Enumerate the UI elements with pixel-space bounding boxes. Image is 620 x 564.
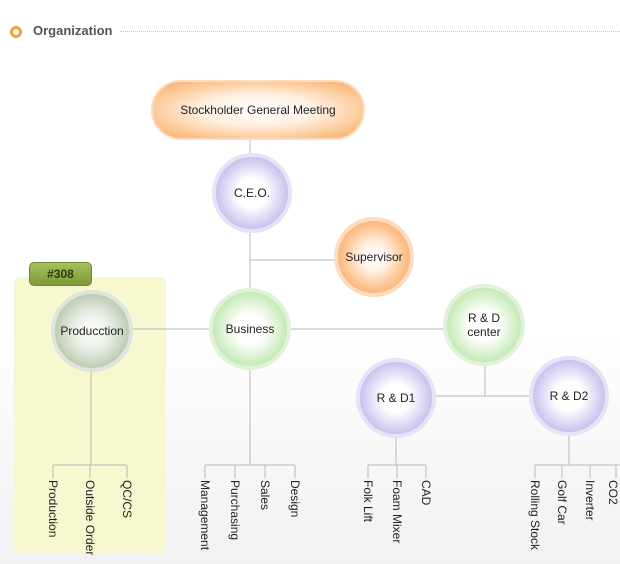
leaf-golf-car: Golf Car: [555, 480, 569, 525]
node-business: Business: [209, 288, 291, 370]
leaf-sales: Sales: [258, 480, 272, 511]
leaf-management: Management: [198, 480, 212, 551]
leaf-outside-order: Outside Order: [83, 480, 97, 556]
section-header: Organization: [0, 0, 620, 60]
node-rd2: R & D2: [529, 356, 609, 436]
leaf-folk-lift: Folk Lift: [361, 480, 375, 523]
node-rd-center: R & D center: [443, 284, 525, 366]
leaf-production: Production: [46, 480, 60, 538]
bullet-circle-icon: [10, 26, 22, 38]
node-ceo: C.E.O.: [212, 153, 292, 233]
node-supervisor: Supervisor: [334, 217, 414, 297]
leaf-co2: CO2: [606, 480, 620, 505]
header-divider: [120, 31, 620, 32]
leaf-qc-cs: QC/CS: [120, 480, 134, 519]
unit-tag: #308: [29, 262, 92, 286]
leaf-design: Design: [288, 480, 302, 518]
node-rd-center-line1: R & D: [467, 311, 500, 325]
leaf-cad: CAD: [419, 480, 433, 506]
leaf-foam-mixer: Foam Mixer: [390, 480, 404, 544]
node-rd1: R & D1: [356, 358, 436, 438]
leaf-rolling-stock: Rolling Stock: [528, 480, 542, 551]
leaf-inverter: Inverter: [583, 480, 597, 521]
node-rd-center-line2: center: [467, 325, 501, 339]
node-stockholder-general-meeting: Stockholder General Meeting: [151, 80, 365, 140]
node-production: Producction: [51, 290, 133, 372]
section-title: Organization: [33, 23, 113, 38]
leaf-purchasing: Purchasing: [228, 480, 242, 541]
